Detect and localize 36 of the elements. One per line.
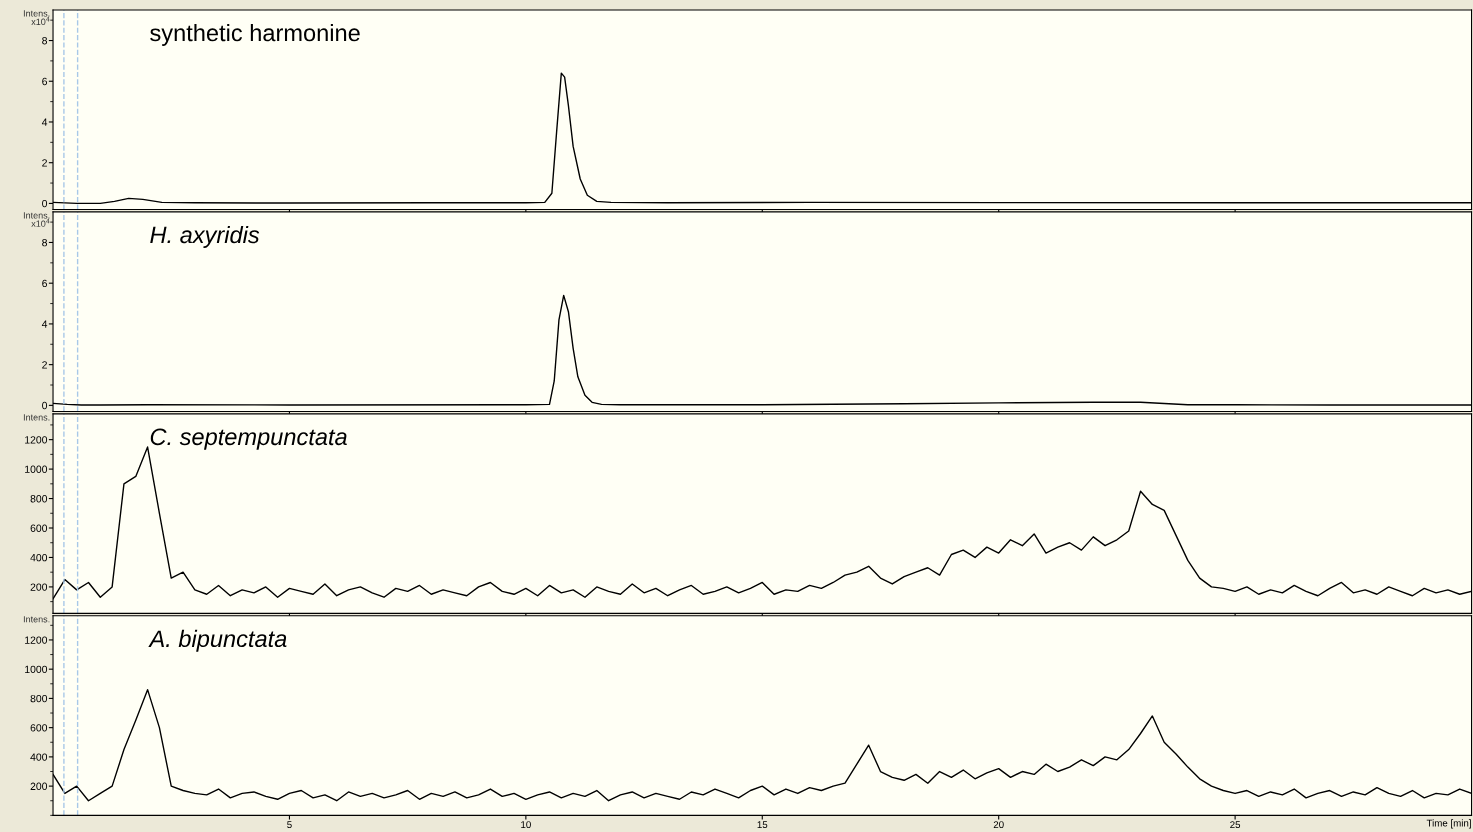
x-tick-label: 20: [993, 821, 1004, 829]
y-tick-label: 0: [42, 401, 48, 410]
y-tick-label: 800: [30, 495, 48, 503]
y-tick-label: 4: [41, 320, 48, 328]
y-tick-label: 1200: [25, 636, 48, 644]
y-axis-title: Intens.: [23, 616, 50, 623]
y-axis-title: Intens. x10$^{4}$: [23, 10, 50, 25]
y-tick-label: 600: [30, 724, 48, 732]
y-tick-label: 800: [30, 694, 48, 703]
y-tick-label: 0: [42, 199, 48, 208]
x-tick-label: 5: [287, 821, 292, 829]
y-tick-label: 400: [30, 753, 48, 761]
x-axis-title: Time [min]: [1426, 819, 1471, 829]
text: C. septempunctata: [150, 428, 347, 450]
y-tick-label: 2: [42, 361, 47, 369]
text: H. axyridis: [150, 225, 260, 248]
text: synthetic harmonine: [150, 23, 360, 46]
y-tick-label: 8: [42, 238, 48, 247]
y-tick-label: 2: [42, 159, 47, 167]
y-tick-label: 6: [42, 279, 48, 288]
y-tick-label: 4: [41, 118, 48, 126]
y-tick-label: 200: [30, 583, 48, 591]
y-axis-title: Intens. x10$^{4}$: [23, 212, 50, 227]
x-tick-label: 25: [1230, 821, 1241, 829]
y-tick-label: 8: [42, 37, 48, 45]
y-tick-label: 1200: [25, 436, 48, 444]
x-tick-label: 10: [521, 821, 531, 829]
y-axis-title: Intens.: [23, 414, 50, 421]
y-tick-label: 6: [42, 77, 48, 86]
y-tick-label: 200: [30, 782, 48, 790]
text: A. bipunctata: [148, 629, 287, 652]
y-tick-label: 600: [30, 524, 48, 532]
y-tick-label: 1000: [25, 665, 48, 674]
y-tick-label: 1000: [25, 465, 48, 473]
y-tick-label: 400: [30, 553, 48, 562]
x-tick-label: 15: [757, 821, 768, 829]
